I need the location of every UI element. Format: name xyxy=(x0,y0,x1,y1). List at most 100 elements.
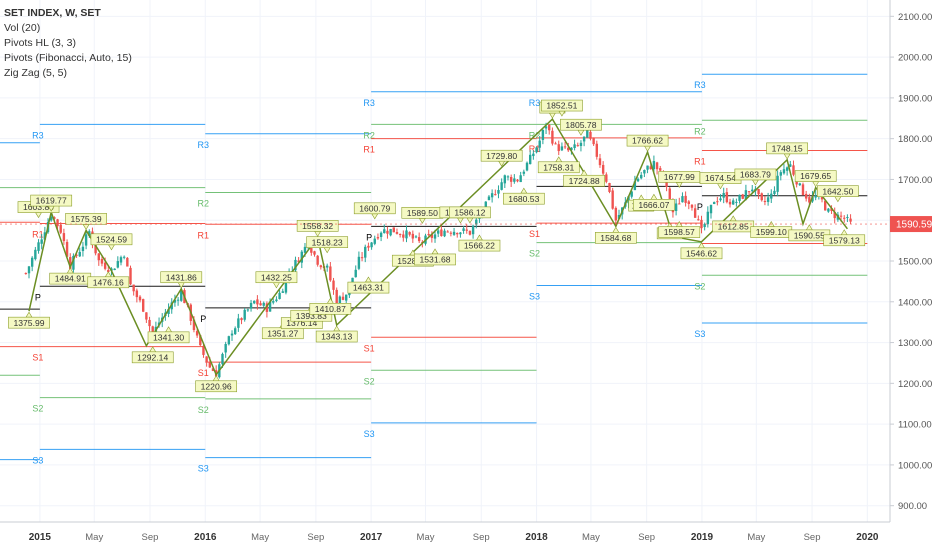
candle-body xyxy=(823,200,827,211)
candle-body xyxy=(364,246,367,258)
pivot-label-pointer xyxy=(751,179,759,186)
candle-body xyxy=(573,144,576,149)
pivot-label-box xyxy=(30,194,73,207)
candle-body xyxy=(814,195,817,198)
candle-body xyxy=(414,236,418,238)
candle-body xyxy=(551,130,554,144)
pivot-label-pointer xyxy=(580,169,588,176)
candle-body xyxy=(500,182,503,190)
symbol-title[interactable]: SET INDEX, W, SET xyxy=(4,7,101,19)
candle-body xyxy=(427,233,430,236)
candle-body xyxy=(668,188,671,203)
candle-body xyxy=(224,343,227,353)
pivot-level-label: S3 xyxy=(32,455,43,465)
candle-body xyxy=(256,299,259,305)
candle-body xyxy=(665,179,668,187)
candle-body xyxy=(379,232,383,237)
candle-body xyxy=(649,166,652,170)
candle-body xyxy=(751,189,754,192)
candle-body xyxy=(459,232,462,235)
indicator-volume[interactable]: Vol (20) xyxy=(4,22,41,34)
pivot-hl-label: 1524.59 xyxy=(90,233,133,251)
candle-body xyxy=(808,197,811,203)
pivot-label-text: 1748.15 xyxy=(772,143,803,153)
pivot-label-pointer xyxy=(729,215,737,222)
candle-body xyxy=(148,319,151,327)
pivot-label-text: 1463.31 xyxy=(353,283,384,293)
indicator-zigzag[interactable]: Zig Zag (5, 5) xyxy=(4,67,68,79)
candle-body xyxy=(725,192,729,203)
candle-body xyxy=(728,201,732,205)
pivot-label-text: 1598.57 xyxy=(664,227,695,237)
candle-body xyxy=(100,259,104,264)
candle-body xyxy=(548,124,551,131)
candle-body xyxy=(199,335,202,346)
pivot-label-box xyxy=(309,302,352,315)
price-axis-bg xyxy=(890,0,932,550)
candle-body xyxy=(503,175,507,184)
pivot-level-label: R3 xyxy=(198,140,210,150)
candle-body xyxy=(43,232,47,240)
pivot-level-label: R1 xyxy=(694,156,706,166)
candle-body xyxy=(757,189,760,195)
pivot-level-label: S1 xyxy=(529,229,540,239)
candle-body xyxy=(345,294,348,301)
candle-body xyxy=(449,232,453,234)
candle-body xyxy=(329,266,332,281)
candle-body xyxy=(221,353,224,365)
pivot-label-box xyxy=(766,142,808,155)
candle-body xyxy=(833,212,836,219)
pivot-hl-label: 1484.91 xyxy=(49,267,92,285)
pivot-label-box xyxy=(160,271,203,284)
candle-body xyxy=(475,219,478,225)
candle-body xyxy=(589,131,592,139)
candle-body xyxy=(582,136,586,142)
pivot-label-box xyxy=(8,316,50,329)
candle-body xyxy=(655,162,659,170)
candle-body xyxy=(119,257,123,263)
pivot-label-pointer xyxy=(577,129,585,136)
candle-body xyxy=(180,290,183,301)
candle-body xyxy=(659,168,662,171)
pivot-label-box xyxy=(817,185,859,197)
pivot-hl-label: 1679.65 xyxy=(794,170,837,188)
candle-body xyxy=(297,260,300,263)
pivot-label-box xyxy=(541,99,583,112)
pivot-label-text: 1584.68 xyxy=(600,233,631,243)
pivot-level-label: R1 xyxy=(529,144,541,154)
candle-body xyxy=(471,225,475,235)
candle-body xyxy=(741,194,744,199)
candle-body xyxy=(84,234,88,246)
candle-body xyxy=(395,232,399,234)
candle-body xyxy=(230,333,234,336)
indicator-pivots-hl[interactable]: Pivots HL (3, 3) xyxy=(4,37,76,49)
candle-body xyxy=(487,196,491,201)
pivot-label-text: 1589.50 xyxy=(407,208,438,218)
time-tick-label: 2015 xyxy=(29,532,52,543)
pivot-hl-label: 1758.31 xyxy=(537,156,580,174)
candle-body xyxy=(138,296,142,301)
candle-body xyxy=(693,208,697,218)
candle-body xyxy=(560,146,564,151)
pivot-label-text: 1852.51 xyxy=(546,101,577,111)
candle-body xyxy=(643,169,646,174)
candle-body xyxy=(357,256,361,269)
pivot-label-text: 1375.99 xyxy=(13,318,44,328)
pivot-label-box xyxy=(255,271,298,284)
candle-body xyxy=(738,194,741,201)
indicator-pivots-fib[interactable]: Pivots (Fibonacci, Auto, 15) xyxy=(4,52,132,64)
candle-body xyxy=(801,184,805,196)
candle-body xyxy=(747,191,751,193)
candle-body xyxy=(208,362,212,368)
pivot-label-text: 1758.31 xyxy=(543,162,574,172)
candle-body xyxy=(465,229,468,231)
candle-body xyxy=(630,191,633,197)
candle-body xyxy=(440,229,443,237)
pivot-level-label: P xyxy=(697,202,703,212)
indicator-legend: SET INDEX, W, SET Vol (20) Pivots HL (3,… xyxy=(4,6,132,81)
candle-body xyxy=(259,303,262,306)
candle-body xyxy=(103,262,107,269)
pivot-label-text: 1612.85 xyxy=(718,222,749,232)
